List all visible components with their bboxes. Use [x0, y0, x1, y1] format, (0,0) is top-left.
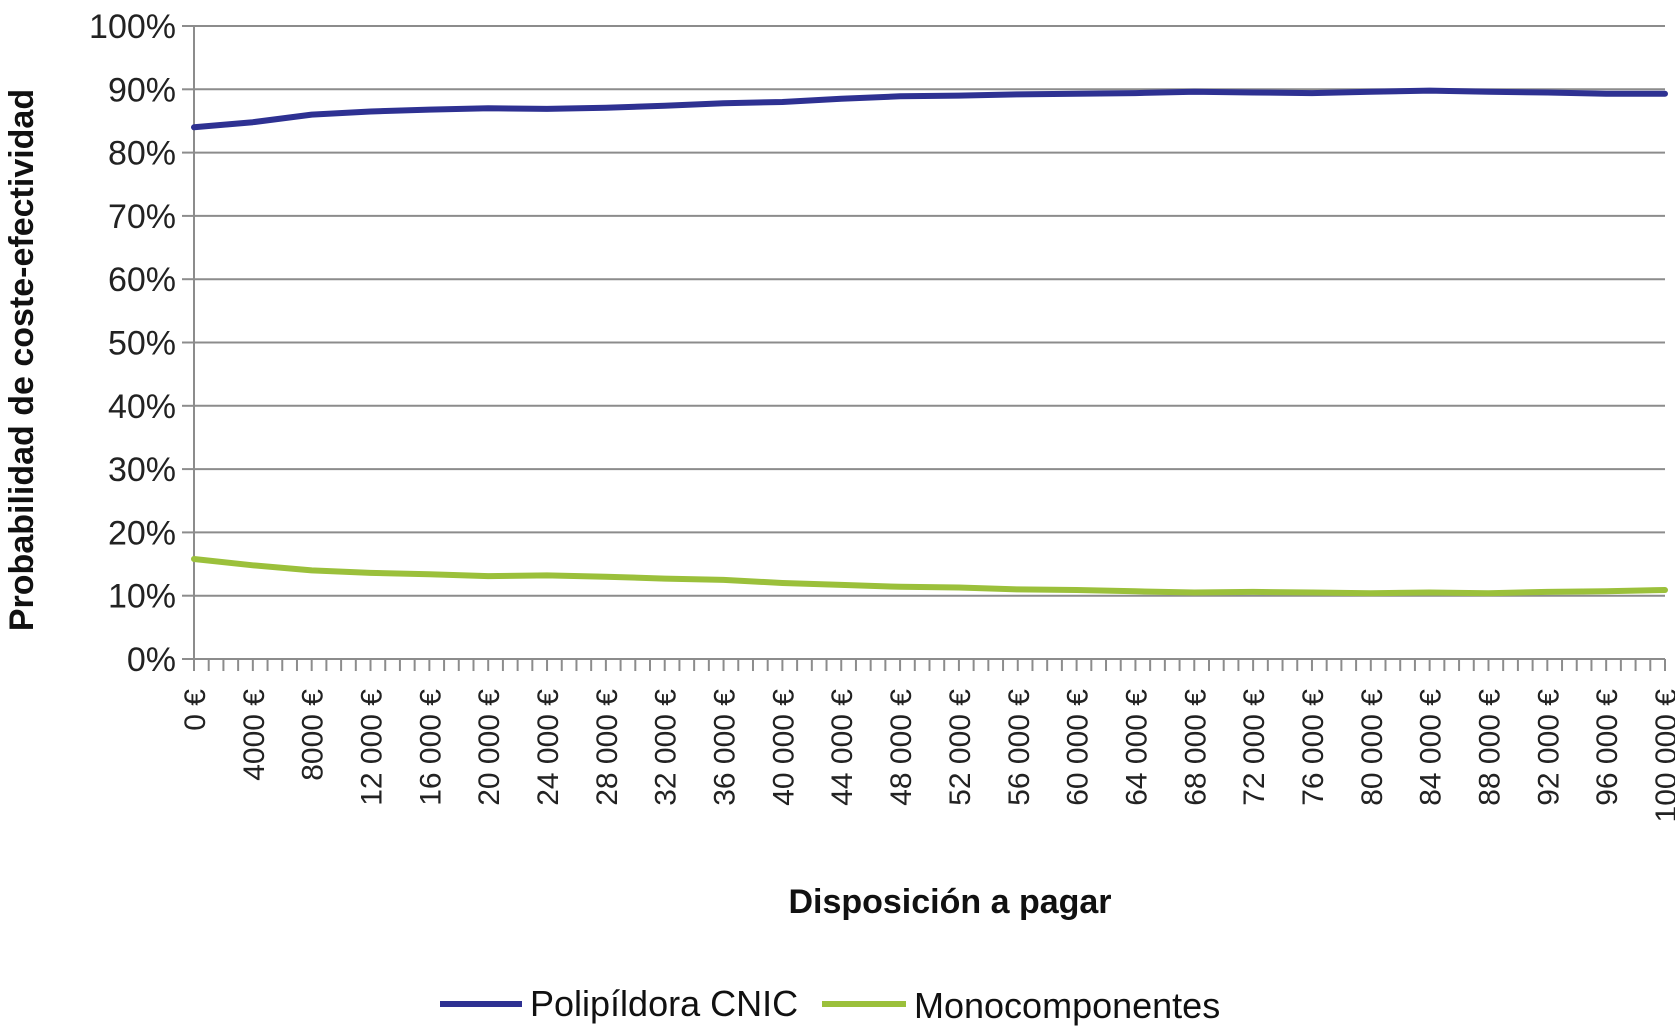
x-tick-label: 100 000 € [1650, 689, 1675, 823]
y-tick-label: 40% [108, 388, 176, 426]
x-tick-label: 80 000 € [1356, 689, 1389, 806]
gridlines [194, 25, 1665, 597]
x-tick-label: 56 000 € [1003, 689, 1036, 806]
y-axis-title: Probabilidad de coste-efectividad [3, 89, 41, 631]
x-tick-label: 12 000 € [356, 689, 389, 806]
x-tick-label: 28 000 € [591, 689, 624, 806]
x-tick-label: 32 000 € [650, 689, 683, 806]
x-tick-label: 40 000 € [767, 689, 800, 806]
series-lines [191, 87, 1668, 597]
x-tick-label: 48 000 € [885, 689, 918, 806]
x-axis-ticks: 0 € 4000 € 8000 € 12 000 € 16 000 € 20 000 € 2… [179, 689, 1675, 823]
x-tick-label: 72 000 € [1238, 689, 1271, 806]
y-tick-label: 30% [108, 451, 176, 489]
series-line-monocomponentes [191, 556, 1668, 597]
y-tick-label: 10% [108, 578, 176, 616]
x-tick-label: 0 € [179, 689, 212, 731]
x-tick-label: 76 000 € [1297, 689, 1330, 806]
x-tick-label: 16 000 € [414, 689, 447, 806]
y-tick-label: 80% [108, 135, 176, 173]
x-tick-label: 44 000 € [826, 689, 859, 806]
y-axis-ticks: 0% 10% 20% 30% 40% 50% 60% 70% 80% 90% 100% [89, 8, 176, 679]
y-tick-label: 90% [108, 71, 176, 109]
x-tick-label: 68 000 € [1179, 689, 1212, 806]
x-tick-label: 60 000 € [1062, 689, 1095, 806]
y-tick-label: 20% [108, 514, 176, 552]
series-line-polipildora [191, 87, 1668, 131]
x-tick-label: 8000 € [297, 689, 330, 781]
x-axis-title: Disposición a pagar [788, 883, 1111, 921]
x-tick-label: 88 000 € [1473, 689, 1506, 806]
legend-label-polipildora: Polipíldora CNIC [530, 983, 798, 1024]
legend-label-monocomponentes: Monocomponentes [914, 985, 1220, 1026]
x-tick-label: 96 000 € [1591, 689, 1624, 806]
y-tick-label: 100% [89, 8, 176, 46]
x-tick-label: 36 000 € [709, 689, 742, 806]
y-tick-label: 50% [108, 325, 176, 363]
x-tick-label: 20 000 € [473, 689, 506, 806]
x-tick-label: 92 000 € [1532, 689, 1565, 806]
x-tick-label: 84 000 € [1415, 689, 1448, 806]
y-tick-label: 60% [108, 261, 176, 299]
x-tick-label: 4000 € [238, 689, 271, 781]
x-tick-label: 24 000 € [532, 689, 565, 806]
x-tick-label: 52 000 € [944, 689, 977, 806]
legend: Polipíldora CNIC Monocomponentes [440, 983, 1220, 1026]
x-tick-label: 64 000 € [1120, 689, 1153, 806]
y-tick-label: 0% [127, 641, 176, 679]
y-tick-label: 70% [108, 198, 176, 236]
axes [182, 25, 1666, 671]
